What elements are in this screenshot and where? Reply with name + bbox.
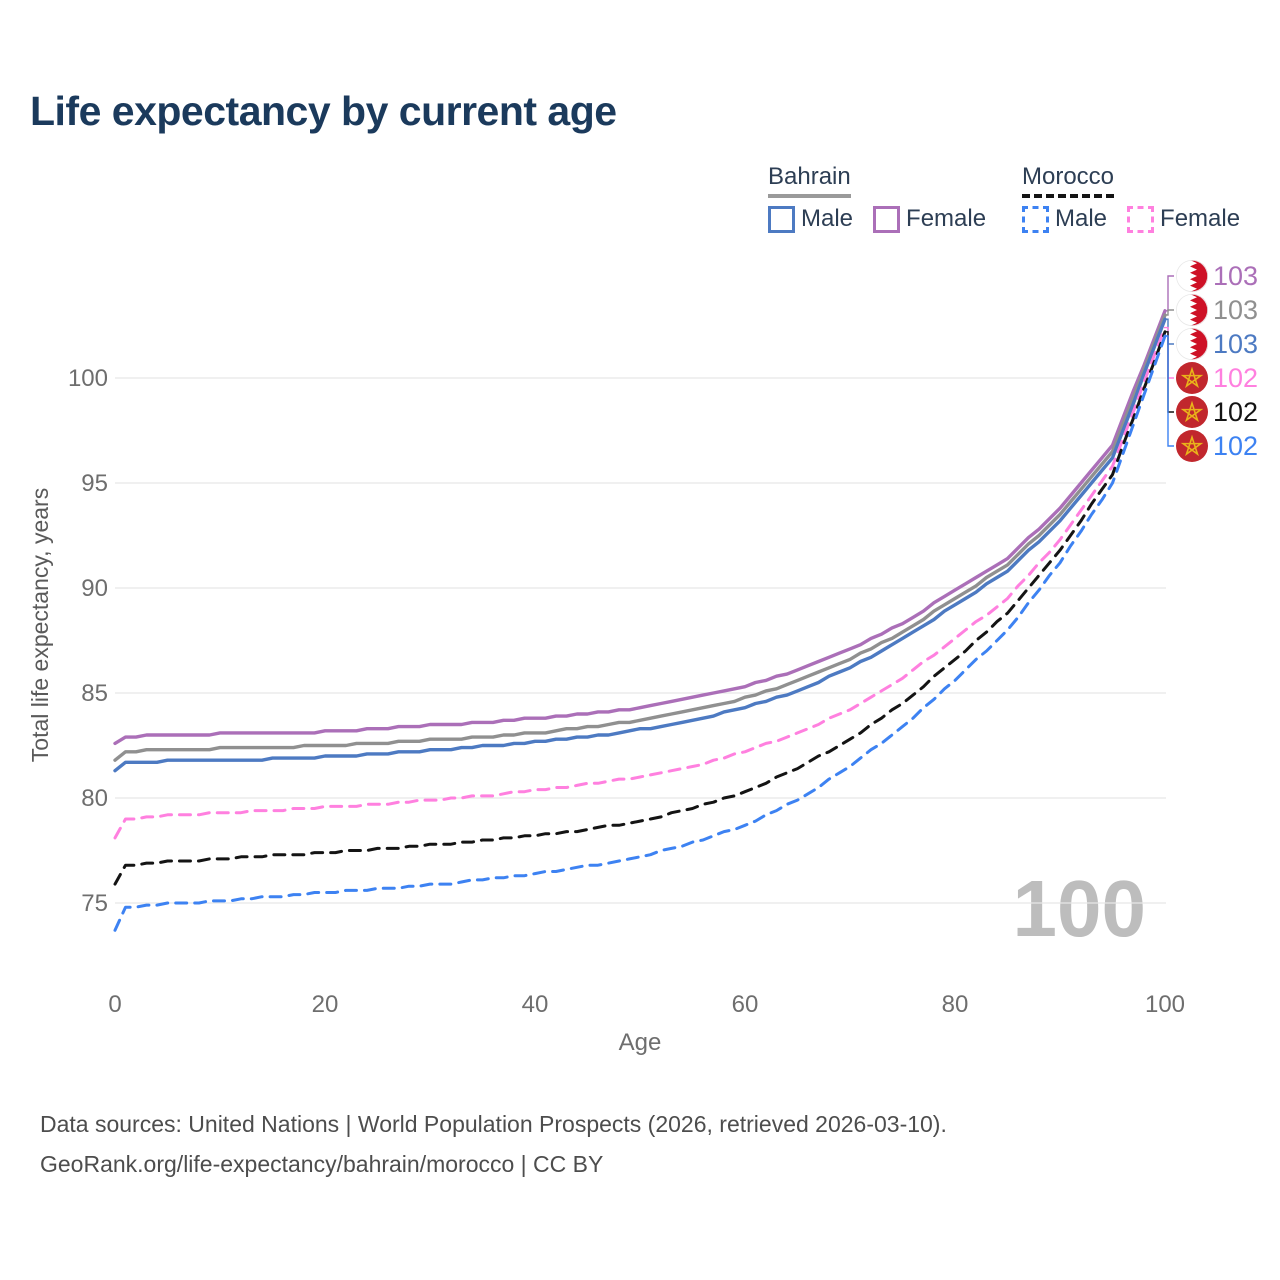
legend-item-bahrain-female[interactable]: Female: [873, 205, 986, 233]
series-lines: [113, 309, 1167, 932]
x-tick-40: 40: [522, 991, 549, 1018]
x-axis-tick-labels: 0 20 40 60 80 100: [108, 991, 1185, 1018]
legend-item-morocco-male[interactable]: Male: [1022, 205, 1107, 233]
leader-line-bahrain-both-sexes: [1164, 309, 1174, 316]
x-tick-80: 80: [942, 991, 969, 1018]
flag-bahrain-icon: [1176, 294, 1208, 326]
end-value-label-bahrain-female: 103: [1213, 261, 1258, 291]
legend-swatch-morocco-female-icon: [1127, 205, 1155, 233]
legend-item-bahrain-male[interactable]: Male: [768, 205, 853, 233]
leader-line-bahrain-female: [1164, 275, 1174, 312]
legend-group-bahrain: Bahrain Male Female: [768, 163, 1006, 233]
series-line-bahrain-male: [113, 317, 1167, 773]
series-line-bahrain-female: [113, 309, 1167, 746]
legend-label-bahrain-male: Male: [801, 205, 854, 232]
attribution-line: GeoRank.org/life-expectancy/bahrain/moro…: [40, 1151, 604, 1177]
end-value-label-morocco-male: 102: [1213, 431, 1258, 461]
legend-row: Male Female: [1022, 205, 1260, 233]
end-value-label-morocco-both-sexes: 102: [1213, 397, 1258, 427]
legend-label-bahrain-female: Female: [906, 205, 987, 232]
legend-group-morocco: Morocco Male Female: [1022, 163, 1260, 233]
legend-swatch-bahrain-male-icon: [768, 205, 795, 233]
age-counter-watermark: 100: [1013, 864, 1146, 953]
end-annotations: 103 103 103 102 102 102: [1164, 260, 1258, 463]
end-value-label-bahrain-male: 103: [1213, 329, 1258, 359]
end-value-label-bahrain-both-sexes: 103: [1213, 295, 1258, 325]
series-line-morocco-both-sexes: [113, 330, 1167, 886]
flag-bahrain-icon: [1176, 260, 1208, 292]
x-tick-20: 20: [312, 991, 339, 1018]
legend-country-bahrain[interactable]: Bahrain: [768, 163, 851, 198]
flag-morocco-icon: [1175, 395, 1209, 429]
source-line: Data sources: United Nations | World Pop…: [40, 1111, 947, 1137]
x-axis-title: Age: [619, 1029, 662, 1056]
series-line-morocco-female: [113, 326, 1167, 840]
y-tick-100: 100: [68, 365, 108, 392]
x-tick-60: 60: [732, 991, 759, 1018]
series-line-bahrain-both-sexes: [113, 313, 1167, 762]
flag-morocco-icon: [1175, 429, 1209, 463]
y-axis-title: Total life expectancy, years: [27, 488, 53, 762]
page-title: Life expectancy by current age: [30, 88, 617, 134]
legend-label-morocco-male: Male: [1055, 205, 1108, 232]
legend-country-morocco[interactable]: Morocco: [1022, 163, 1115, 198]
gridlines: [115, 377, 1166, 904]
series-line-morocco-male: [113, 334, 1167, 932]
legend-row: Male Female: [768, 205, 1006, 233]
source-attribution: Data sources: United Nations | World Pop…: [40, 1104, 947, 1184]
legend-item-morocco-female[interactable]: Female: [1127, 205, 1240, 233]
leader-line-morocco-male: [1164, 335, 1174, 447]
legend-swatch-bahrain-female-icon: [873, 205, 901, 233]
y-tick-85: 85: [81, 680, 108, 707]
y-tick-90: 90: [81, 575, 108, 602]
y-axis-tick-labels: 75 80 85 90 95 100: [68, 365, 108, 917]
end-value-label-morocco-female: 102: [1213, 363, 1258, 393]
y-tick-95: 95: [81, 470, 108, 497]
legend-label-morocco-female: Female: [1160, 205, 1241, 232]
legend-swatch-morocco-male-icon: [1022, 205, 1049, 233]
flag-bahrain-icon: [1176, 328, 1208, 360]
flag-morocco-icon: [1175, 361, 1209, 395]
x-tick-0: 0: [108, 991, 121, 1018]
y-tick-75: 75: [81, 890, 108, 917]
y-tick-80: 80: [81, 785, 108, 812]
x-tick-100: 100: [1145, 991, 1185, 1018]
